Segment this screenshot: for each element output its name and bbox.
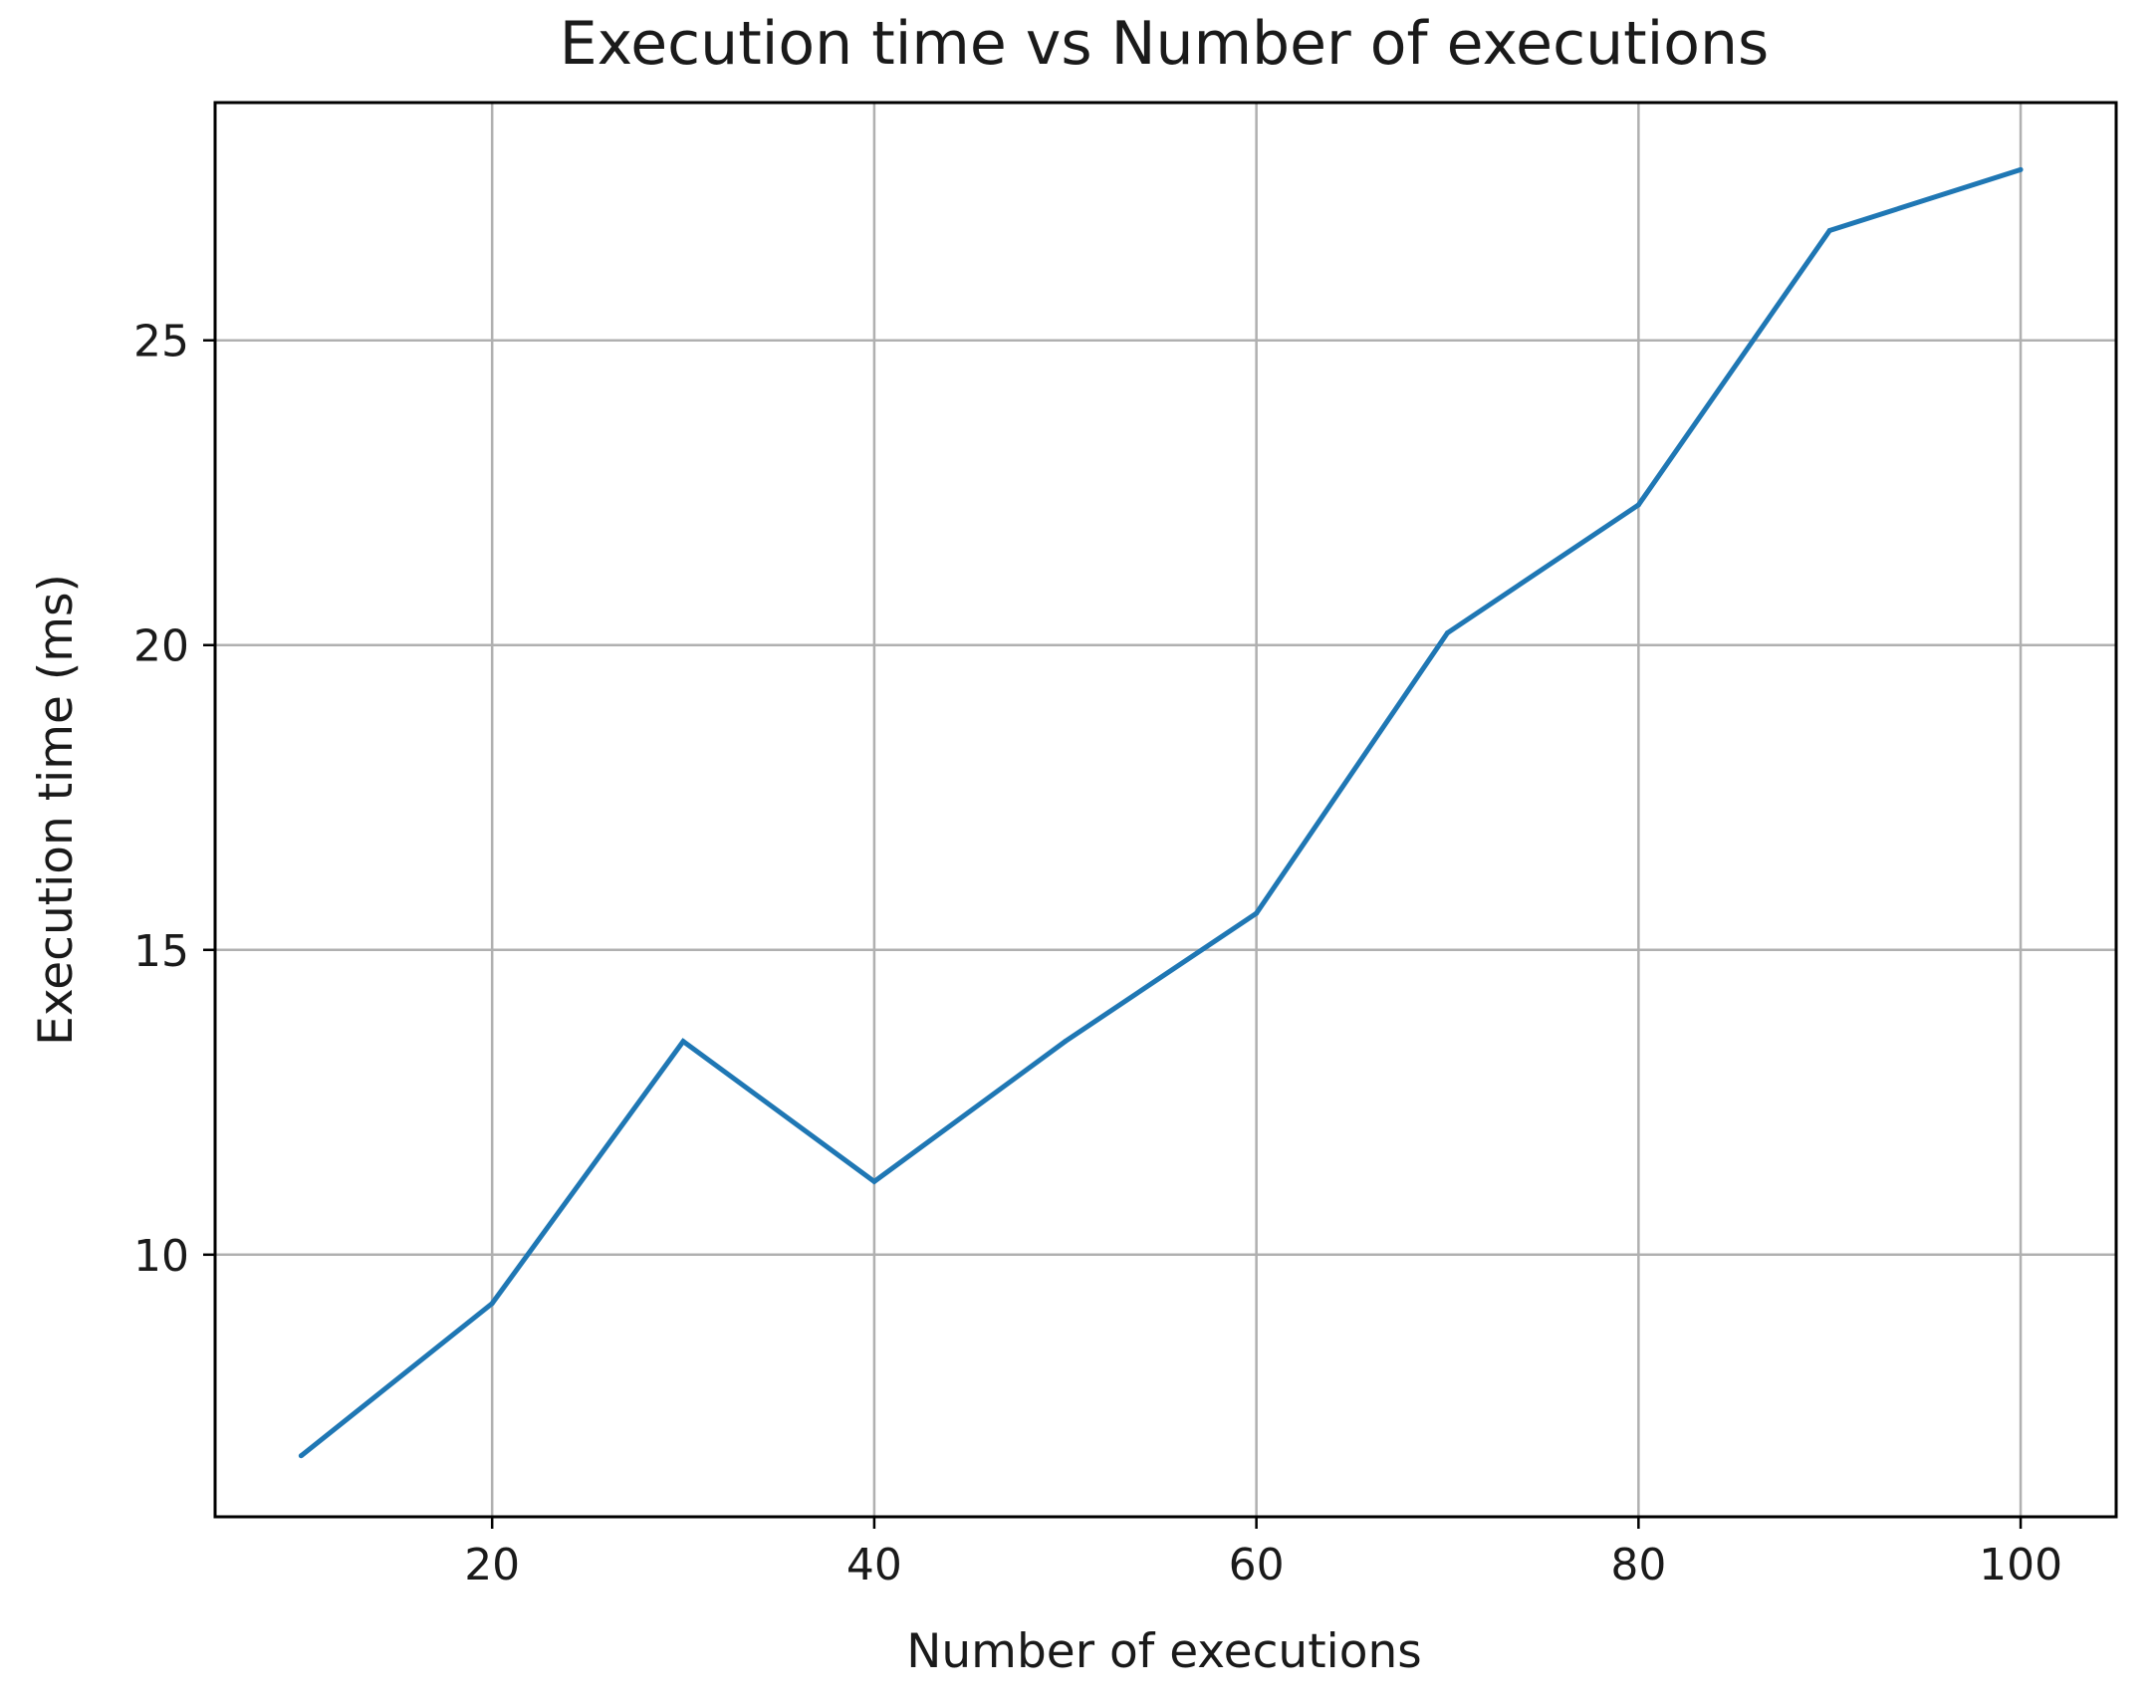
grid [215,103,2116,1517]
x-tick-label: 60 [1229,1540,1285,1590]
data-point [1254,910,1260,916]
data-point [298,1453,304,1459]
plot-frame [213,101,2118,1519]
y-tick-label: 20 [133,621,189,672]
data-point [1444,630,1450,635]
y-axis-label: Execution time (ms) [29,574,84,1046]
chart-title: Execution time vs Number of executions [560,9,1770,79]
y-tick-label: 15 [133,926,189,977]
series-line [299,166,2022,1458]
data-point [1826,228,1832,234]
x-tick-label: 80 [1610,1540,1666,1590]
x-tick-label: 40 [846,1540,902,1590]
series-layer [298,166,2024,1459]
x-tick-label: 20 [464,1540,520,1590]
data-point [2018,166,2024,172]
data-point [1063,1039,1069,1045]
data-point [489,1301,495,1307]
y-tick-label: 10 [133,1231,189,1282]
data-point [1635,502,1641,508]
x-axis-label: Number of executions [906,1624,1422,1679]
data-point [871,1178,877,1184]
axis-ticks: 20 40 60 80 100 10 15 20 25 [133,317,2062,1590]
data-point [680,1039,686,1045]
y-tick-label: 25 [133,317,189,367]
x-tick-label: 100 [1979,1540,2062,1590]
